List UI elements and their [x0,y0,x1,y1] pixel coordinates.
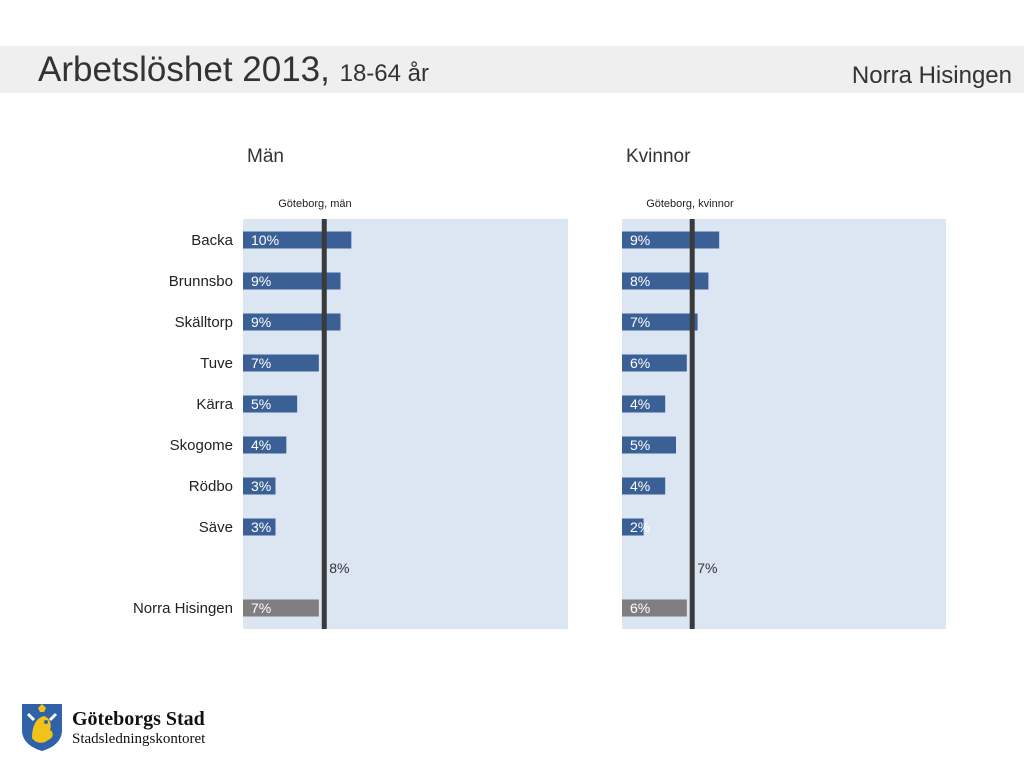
category-label: Skogome [170,437,233,454]
category-label: Backa [191,232,233,249]
logo-text: Göteborgs Stad Stadsledningskontoret [72,708,205,748]
reference-name-man: Göteborg, män [278,198,351,210]
bar-kvinnor [622,354,687,372]
bar-kvinnor [622,395,666,413]
bar-value-label-man: 4% [251,437,271,453]
category-label: Säve [199,519,233,536]
goteborg-lion-crest-icon [22,704,62,751]
reference-value-label-man: 8% [329,560,349,576]
bar-value-label-man: 3% [251,478,271,494]
bar-value-label-man: 10% [251,232,279,248]
bar-value-label-man: 9% [251,273,271,289]
title-subtitle: 18-64 år [339,60,429,87]
bar-kvinnor [622,477,666,495]
category-label: Brunnsbo [169,273,233,290]
bar-value-label-kvinnor: 6% [630,355,650,371]
chart-area: Män Göteborg, män 10% Backa 9% Brunnsbo 9% Skäl… [133,146,946,629]
bar-value-label-kvinnor: 6% [630,600,650,616]
bar-value-label-man: 9% [251,314,271,330]
page-title: Arbetslöshet 2013, 18-64 år [38,50,429,90]
bar-kvinnor [622,313,698,331]
dept-name: Stadsledningskontoret [72,731,206,747]
bar-man [243,395,298,413]
bar-man [243,354,319,372]
bar-kvinnor [622,599,687,617]
bar-man [243,599,319,617]
bar-value-label-kvinnor: 7% [630,314,650,330]
category-label: Tuve [200,355,233,372]
reference-name-kvinnor: Göteborg, kvinnor [646,198,734,210]
bar-value-label-man: 7% [251,355,271,371]
category-label: Skälltorp [175,314,233,331]
bar-kvinnor [622,272,709,290]
bar-value-label-kvinnor: 9% [630,232,650,248]
bar-man [243,518,276,536]
bar-kvinnor [622,436,676,454]
org-name: Göteborgs Stad [72,708,205,730]
bar-value-label-kvinnor: 5% [630,437,650,453]
bar-value-label-man: 3% [251,519,271,535]
category-label: Norra Hisingen [133,600,233,617]
category-label: Kärra [196,396,233,413]
category-label: Rödbo [189,478,233,495]
panel-title-man: Män [247,146,284,167]
bar-man [243,313,341,331]
title-main: Arbetslöshet 2013, [38,50,330,89]
bar-kvinnor [622,231,720,249]
bar-kvinnor [622,518,644,536]
bar-value-label-kvinnor: 8% [630,273,650,289]
region-label: Norra Hisingen [851,62,1012,89]
bar-man [243,272,341,290]
bar-value-label-man: 5% [251,396,271,412]
header-band [0,46,1024,93]
bar-value-label-kvinnor: 4% [630,396,650,412]
reference-value-label-kvinnor: 7% [697,560,717,576]
panel-title-kvinnor: Kvinnor [626,146,691,167]
bar-value-label-kvinnor: 2% [630,519,650,535]
bar-value-label-man: 7% [251,600,271,616]
bar-value-label-kvinnor: 4% [630,478,650,494]
bar-man [243,436,287,454]
bar-man [243,477,276,495]
